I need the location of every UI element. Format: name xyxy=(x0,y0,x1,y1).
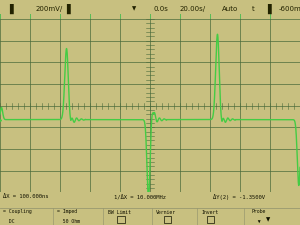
Text: 200mV/: 200mV/ xyxy=(36,6,63,12)
Text: BW Limit: BW Limit xyxy=(108,210,131,215)
Text: Vernier: Vernier xyxy=(156,210,176,215)
Text: ▌: ▌ xyxy=(9,4,16,14)
Text: ▼: ▼ xyxy=(132,6,136,11)
Text: ΔY(2) = -1.3500V: ΔY(2) = -1.3500V xyxy=(213,194,265,200)
Text: Auto: Auto xyxy=(222,6,238,12)
Text: ▼: ▼ xyxy=(252,219,261,224)
Text: 1/ΔX = 10.000MHz: 1/ΔX = 10.000MHz xyxy=(114,194,166,200)
Text: t: t xyxy=(252,6,255,12)
Text: = Imped: = Imped xyxy=(57,209,77,214)
Text: 50 Ohm: 50 Ohm xyxy=(57,219,80,224)
Text: -600mV: -600mV xyxy=(279,6,300,12)
Text: ▼: ▼ xyxy=(266,218,271,223)
Text: 0.0s: 0.0s xyxy=(153,6,168,12)
Text: ▌: ▌ xyxy=(267,4,274,14)
Text: Probe: Probe xyxy=(252,209,266,214)
Text: DC: DC xyxy=(3,219,14,224)
Text: ΔX = 100.000ns: ΔX = 100.000ns xyxy=(3,194,49,199)
Text: 20.00s/: 20.00s/ xyxy=(180,6,206,12)
Bar xyxy=(207,216,214,223)
Text: = Coupling: = Coupling xyxy=(3,209,32,214)
Bar xyxy=(164,216,171,223)
Bar xyxy=(117,216,124,223)
Text: Invert: Invert xyxy=(201,210,218,215)
Text: ▌: ▌ xyxy=(66,4,74,14)
